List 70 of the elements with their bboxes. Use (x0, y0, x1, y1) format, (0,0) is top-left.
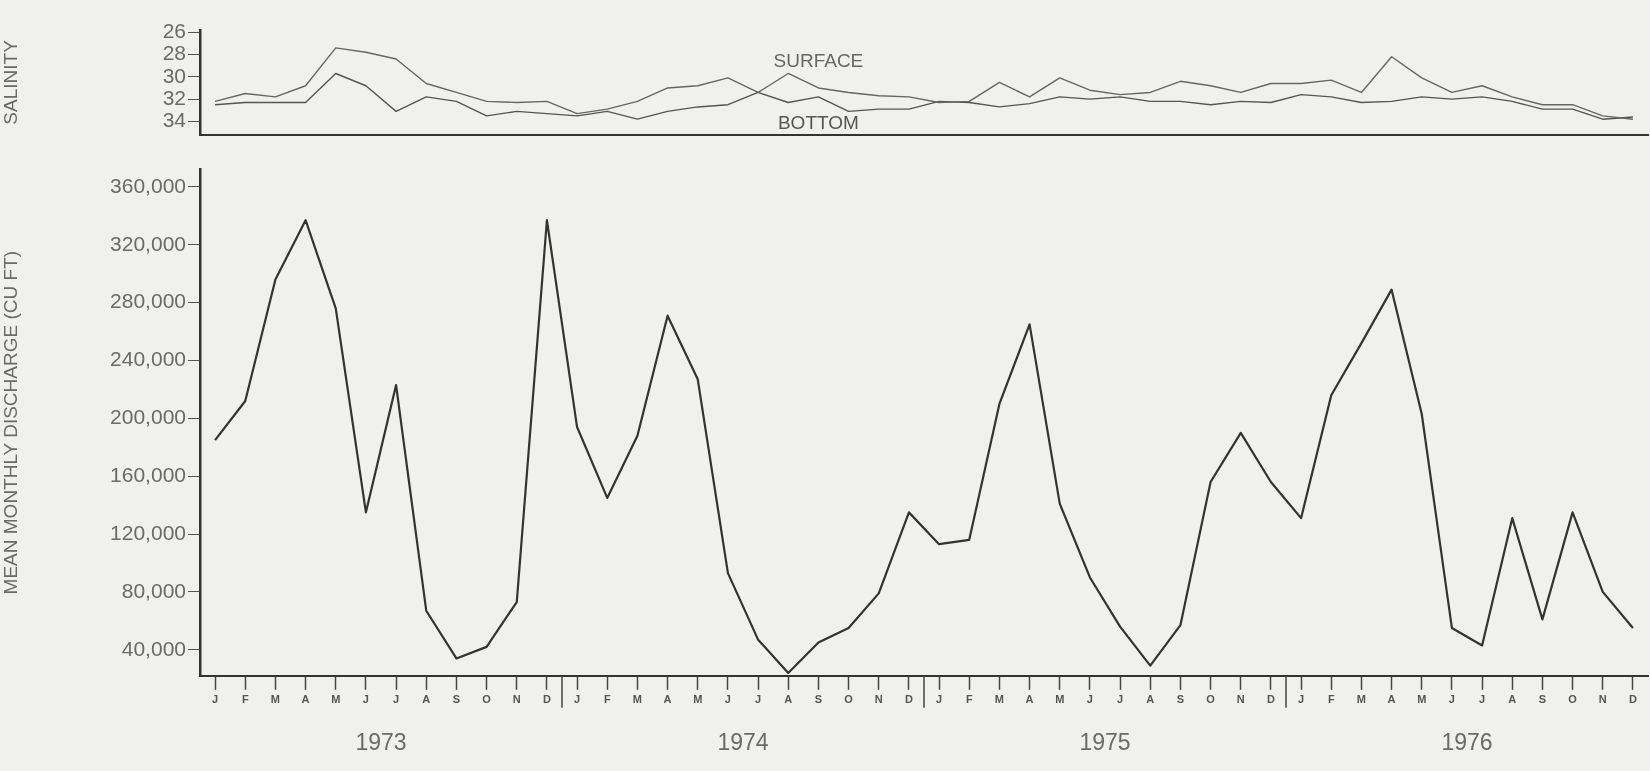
x-tick-label: A (1387, 693, 1396, 706)
x-tick-label: A (1025, 693, 1034, 706)
y-tick-label: 280,000 (110, 289, 186, 313)
x-tick-label: O (844, 693, 854, 706)
y-axis-title: MEAN MONTHLY DISCHARGE (CU FT) (0, 250, 21, 595)
x-tick-label: S (452, 693, 461, 706)
text: 1974 (717, 728, 769, 755)
x-tick-label: N (874, 693, 883, 706)
x-tick-label: N (512, 693, 521, 706)
text: 1976 (1441, 728, 1493, 755)
x-tick-label: A (1146, 693, 1155, 706)
x-tick-label: J (362, 693, 369, 706)
x-tick-label: F (241, 693, 249, 706)
x-tick-label: D (542, 693, 551, 706)
text: 1975 (1079, 728, 1131, 755)
x-tick-label: N (1598, 693, 1607, 706)
x-tick-label: M (331, 693, 341, 706)
y-tick-label: 26 (162, 19, 186, 43)
x-tick-label: J (393, 693, 400, 706)
y-tick-label: 320,000 (110, 231, 186, 255)
x-tick-label: J (1479, 693, 1486, 706)
y-tick-label: 120,000 (110, 520, 186, 544)
x-tick-label: J (1086, 693, 1093, 706)
x-tick-label: F (1327, 693, 1335, 706)
text: 1973 (355, 728, 407, 755)
x-tick-label: J (755, 693, 762, 706)
x-tick-label: S (1176, 693, 1185, 706)
x-tick-label: D (1628, 693, 1637, 706)
x-tick-label: J (212, 693, 219, 706)
x-tick-label: M (632, 693, 642, 706)
x-tick-label: J (936, 693, 943, 706)
y-tick-label: 28 (162, 41, 186, 65)
x-tick-label: J (1117, 693, 1124, 706)
x-tick-label: F (603, 693, 611, 706)
y-tick-label: 80,000 (121, 578, 186, 602)
x-tick-label: J (1448, 693, 1455, 706)
y-tick-label: 40,000 (121, 636, 186, 660)
x-tick-label: O (1206, 693, 1216, 706)
x-tick-label: D (904, 693, 913, 706)
x-tick-label: F (965, 693, 973, 706)
x-tick-label: J (574, 693, 581, 706)
x-tick-label: O (482, 693, 492, 706)
x-tick-label: M (270, 693, 280, 706)
y-tick-label: 360,000 (110, 173, 186, 197)
x-tick-label: J (1298, 693, 1305, 706)
x-tick-label: D (1266, 693, 1275, 706)
x-tick-label: M (994, 693, 1004, 706)
x-tick-label: S (814, 693, 823, 706)
series-label: SURFACE (773, 49, 864, 71)
y-axis-title: SALINITY (0, 39, 21, 125)
y-tick-label: 160,000 (110, 463, 186, 487)
y-tick-label: 200,000 (110, 405, 186, 429)
y-tick-label: 30 (162, 63, 186, 87)
x-tick-label: M (1055, 693, 1065, 706)
x-tick-label: J (724, 693, 731, 706)
x-tick-label: O (1568, 693, 1578, 706)
x-tick-label: A (1508, 693, 1517, 706)
x-tick-label: M (1417, 693, 1427, 706)
x-tick-label: S (1538, 693, 1547, 706)
series-label: BOTTOM (777, 111, 859, 133)
x-tick-label: N (1236, 693, 1245, 706)
x-tick-label: A (784, 693, 793, 706)
y-tick-label: 240,000 (110, 347, 186, 371)
y-tick-label: 32 (162, 85, 186, 109)
x-tick-label: M (1356, 693, 1366, 706)
x-tick-label: A (663, 693, 672, 706)
x-tick-label: A (422, 693, 431, 706)
x-tick-label: M (693, 693, 703, 706)
x-tick-label: A (301, 693, 310, 706)
y-tick-label: 34 (162, 108, 187, 132)
